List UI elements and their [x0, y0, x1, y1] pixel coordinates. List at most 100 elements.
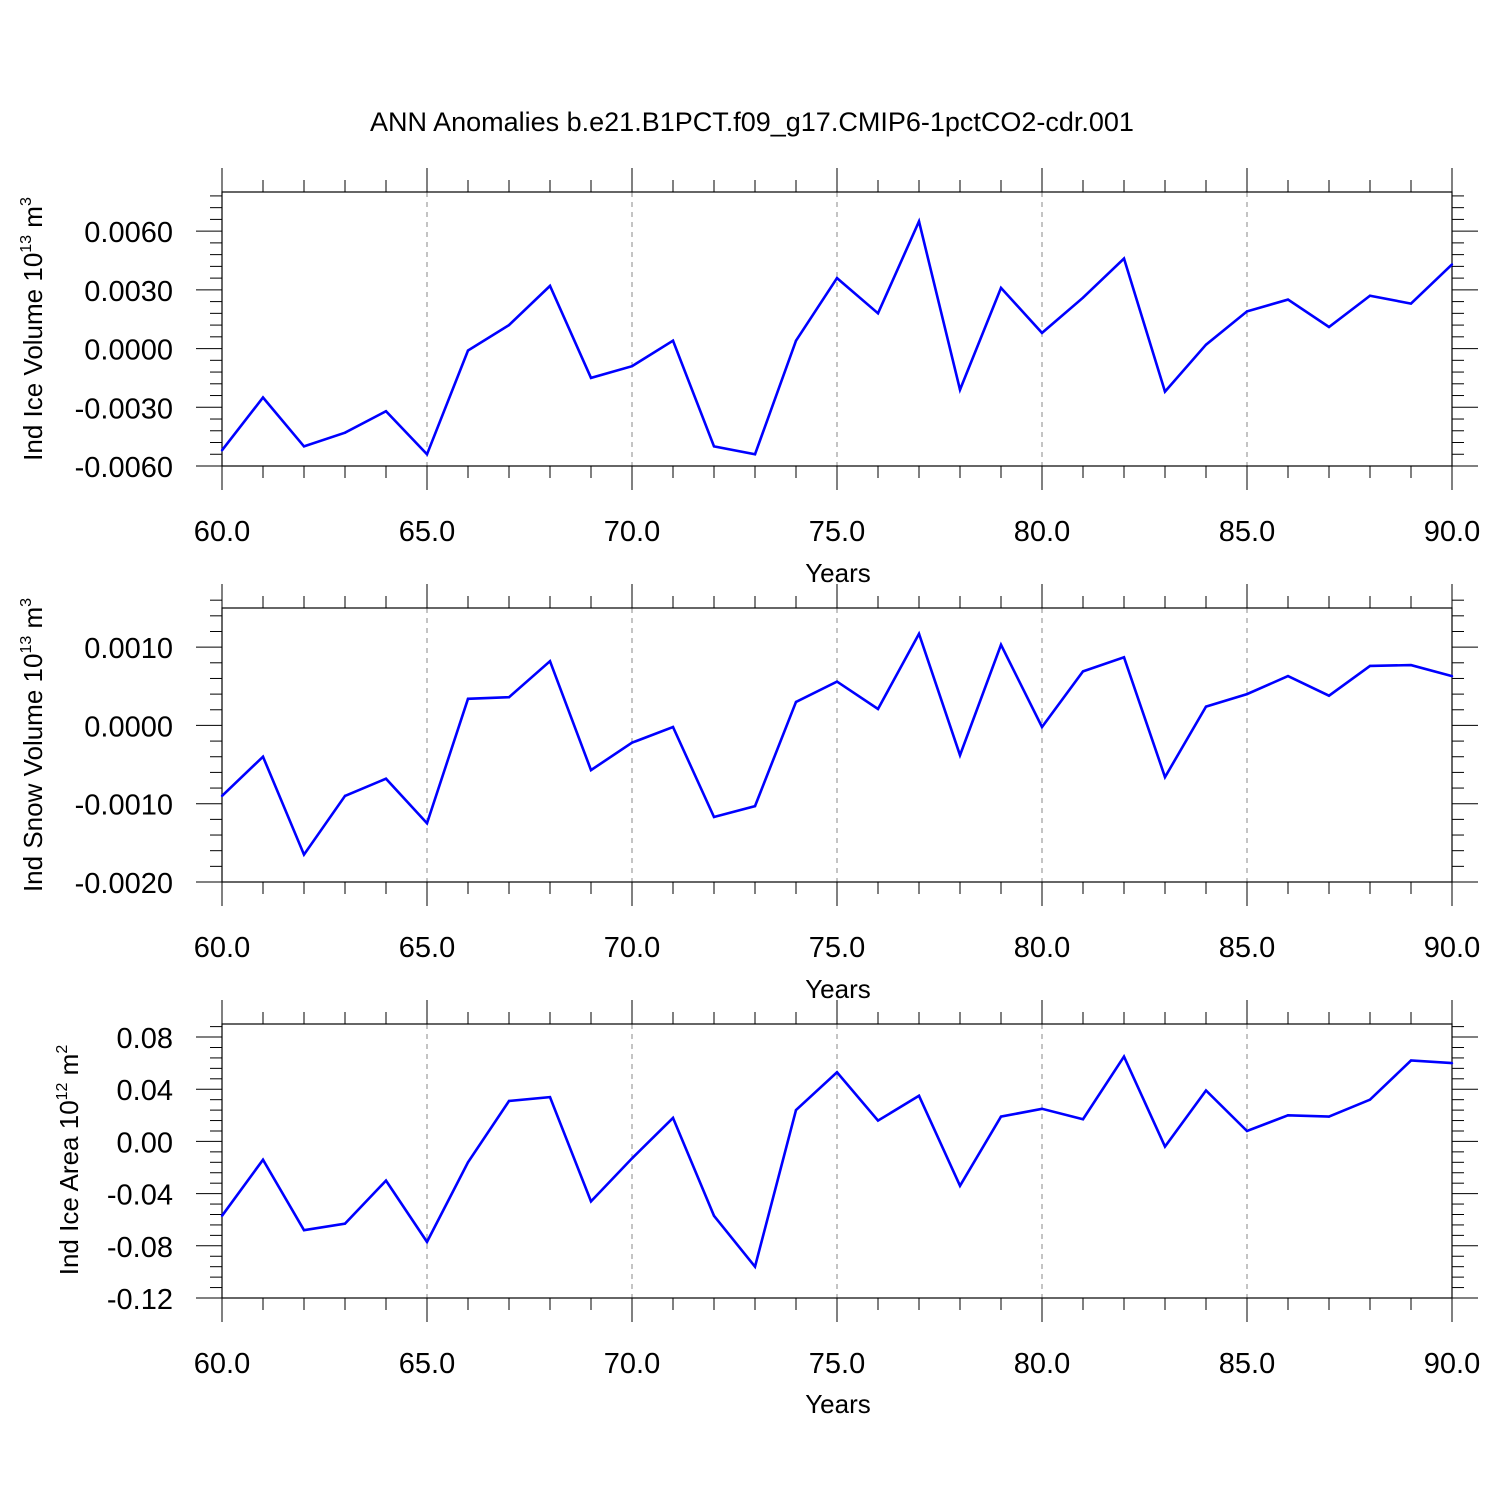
panel-ice-area: Ind Ice Area 1012 m2 Years 60.0 65.0 70.0 7…: [54, 1000, 1480, 1419]
panel-ice-volume-data-point: [630, 364, 634, 368]
panel-ice-area-xtick-label: 65.0: [399, 1348, 455, 1380]
panel-snow-volume-data-point: [384, 777, 388, 780]
panel-ice-area-data-point: [917, 1094, 921, 1097]
panel-snow-volume-data-point: [1081, 670, 1085, 673]
panel-ice-area-xlabel: Years: [805, 1389, 871, 1419]
panel-snow-volume-data-point: [1368, 664, 1372, 668]
panel-ice-volume-data-point: [384, 410, 388, 413]
panel-ice-area-data-point: [425, 1240, 429, 1244]
panel-ice-volume-ytick-label: 0.0060: [84, 217, 173, 249]
panel-snow-volume-data-point: [507, 696, 511, 699]
panel-ice-area-data-point: [1327, 1115, 1331, 1118]
panel-ice-volume-data-point: [712, 445, 716, 448]
panel-ice-volume-data-point: [343, 431, 347, 434]
panel-snow-volume-data-point: [1163, 775, 1167, 779]
panel-ice-area-xtick-label: 70.0: [604, 1348, 660, 1380]
panel-snow-volume-data-point: [835, 680, 839, 683]
panel-ice-volume-xtick-label: 70.0: [604, 516, 660, 548]
panel-ice-area-data-point: [1081, 1118, 1085, 1121]
panel-snow-volume-data-point: [917, 632, 921, 636]
panel-snow-volume-data-point: [1450, 674, 1454, 678]
panel-snow-volume-xlabel: Years: [805, 974, 871, 1004]
panel-ice-volume-ylabel: Ind Ice Volume 1013 m3: [18, 197, 48, 461]
panel-snow-volume: Ind Snow Volume 1013 m3 Years 60.0 65.0 70…: [18, 584, 1480, 1004]
panel-ice-volume-data-point: [958, 388, 962, 391]
panel-ice-area-data-point: [466, 1161, 470, 1164]
panel-ice-volume-data-point: [1163, 390, 1167, 393]
panel-ice-volume-data-point: [507, 323, 511, 327]
panel-ice-area-data-point: [999, 1115, 1003, 1118]
panel-ice-volume-data-point: [589, 376, 593, 380]
panel-ice-volume-data-point: [1122, 257, 1126, 260]
panel-ice-volume-ytick-label: -0.0060: [75, 452, 173, 484]
panel-ice-area-data-point: [876, 1119, 880, 1122]
panel-snow-volume-data-point: [1040, 725, 1044, 729]
panel-snow-volume-ytick-label: -0.0020: [75, 868, 173, 900]
panel-ice-volume-data-point: [1327, 325, 1331, 329]
panel-ice-area-data-point: [1040, 1107, 1044, 1111]
panel-ice-volume-data-point: [1081, 296, 1085, 299]
panel-ice-volume-xtick-label: 65.0: [399, 516, 455, 548]
panel-ice-area-data-point: [630, 1157, 634, 1160]
panel-snow-volume-data-point: [261, 755, 265, 758]
panel-snow-volume-xtick-label: 75.0: [809, 932, 865, 964]
panel-ice-volume-data-point: [917, 220, 921, 223]
panel-ice-volume-data-point: [671, 339, 675, 342]
panel-ice-area-ytick-label: 0.08: [117, 1023, 173, 1055]
panel-ice-volume-data-point: [1204, 343, 1208, 346]
panel-ice-volume-data-point: [425, 453, 429, 456]
panel-ice-volume-xlabel: Years: [805, 558, 871, 588]
panel-ice-area-data-point: [384, 1179, 388, 1182]
panel-ice-area-data-point: [302, 1228, 306, 1232]
panel-ice-area-xtick-label: 85.0: [1219, 1348, 1275, 1380]
panel-snow-volume-data-point: [220, 794, 224, 798]
panel-snow-volume-xtick-label: 65.0: [399, 932, 455, 964]
panel-ice-area-ytick-label: 0.04: [117, 1075, 173, 1107]
panel-ice-volume-data-point: [261, 396, 265, 399]
panel-ice-volume-data-point: [548, 284, 552, 288]
panel-ice-area-ytick-label: -0.04: [107, 1180, 173, 1212]
panel-ice-area-ytick-label: 0.00: [117, 1127, 173, 1159]
panel-snow-volume-data-point: [466, 697, 470, 701]
panel-ice-area-data-point: [712, 1214, 716, 1218]
panel-snow-volume-data-point: [671, 725, 675, 729]
panel-ice-volume-xtick-label: 60.0: [194, 516, 250, 548]
panel-snow-volume-data-point: [548, 660, 552, 663]
panel-ice-volume-ytick-label: 0.0030: [84, 276, 173, 308]
panel-ice-area-xtick-label: 90.0: [1424, 1348, 1480, 1380]
panel-snow-volume-data-point: [1204, 705, 1208, 708]
panel-ice-area-ylabel: Ind Ice Area 1012 m2: [54, 1045, 84, 1276]
panel-ice-area-ytick-label: -0.08: [107, 1232, 173, 1264]
panel-snow-volume-data-point: [302, 853, 306, 856]
panel-snow-volume-data-point: [712, 815, 716, 819]
panel-ice-area-xtick-label: 60.0: [194, 1348, 250, 1380]
panel-snow-volume-data-point: [1409, 663, 1413, 667]
panel-ice-area-data-point: [343, 1222, 347, 1225]
panel-snow-volume-xtick-label: 60.0: [194, 932, 250, 964]
panel-snow-volume-data-point: [589, 768, 593, 772]
panel-snow-volume-data-point: [630, 741, 634, 744]
panel-ice-volume-data-point: [1286, 298, 1290, 301]
panel-ice-area-data-point: [1122, 1055, 1126, 1058]
panel-ice-area-data-point: [753, 1265, 757, 1268]
panel-snow-volume-data-point: [1122, 656, 1126, 659]
panel-ice-volume-data-point: [876, 312, 880, 315]
panel-ice-volume-data-point: [753, 453, 757, 456]
panel-ice-volume-data-point: [466, 349, 470, 352]
panel-ice-area-data-point: [589, 1200, 593, 1203]
panel-snow-volume-data-point: [343, 794, 347, 798]
panel-snow-volume-data-point: [876, 707, 880, 711]
panel-ice-volume-xtick-label: 85.0: [1219, 516, 1275, 548]
panel-ice-area-data-point: [548, 1095, 552, 1099]
panel-ice-area-data-point: [835, 1071, 839, 1074]
panel-ice-volume-ytick-label: -0.0030: [75, 393, 173, 425]
panel-snow-volume-data-point: [999, 643, 1003, 646]
panel-ice-area-data-point: [507, 1099, 511, 1103]
panel-snow-volume-xtick-label: 90.0: [1424, 932, 1480, 964]
panel-ice-area-data-point: [794, 1108, 798, 1112]
panel-snow-volume-data-point: [753, 804, 757, 808]
panel-ice-volume-xtick-label: 75.0: [809, 516, 865, 548]
panel-ice-volume-data-point: [302, 445, 306, 448]
panel-snow-volume-xtick-label: 80.0: [1014, 932, 1070, 964]
panel-ice-volume: Ind Ice Volume 1013 m3 Years 60.0 65.0 70.…: [18, 168, 1480, 588]
